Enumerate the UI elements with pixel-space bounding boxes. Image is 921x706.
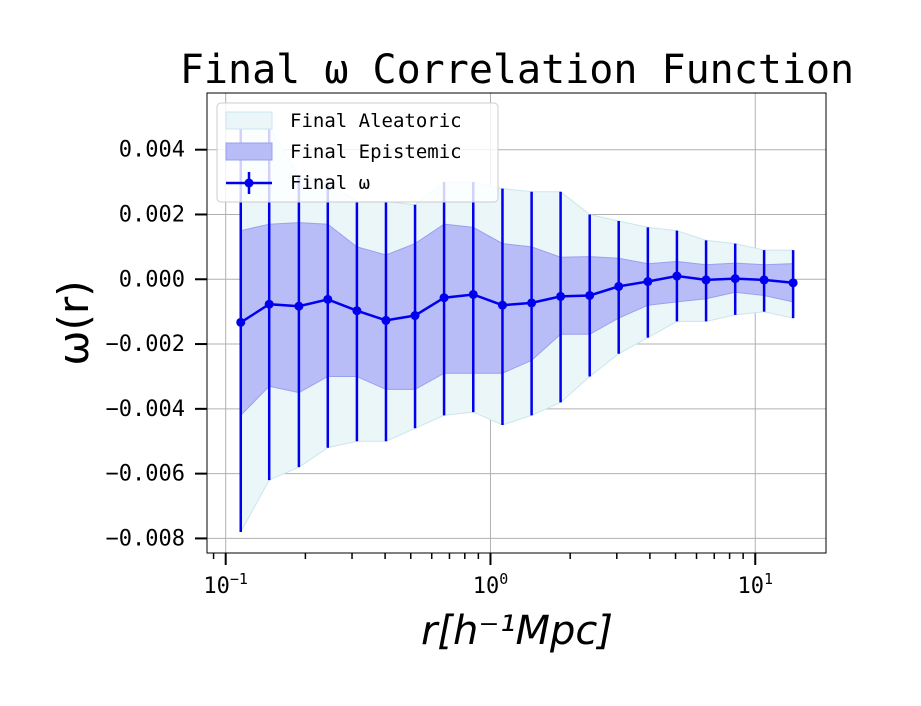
data-point: [730, 274, 740, 284]
data-point: [585, 290, 595, 300]
legend-box: [216, 102, 499, 203]
series-point-layer: [236, 271, 798, 327]
x-tick-label: 101: [737, 570, 773, 599]
data-point: [556, 291, 566, 301]
y-tick-label: −0.008: [106, 526, 185, 551]
x-tick-label: 10−1: [203, 570, 248, 599]
series-line-layer: [240, 274, 794, 324]
legend-label-aleatoric: Final Aleatoric: [290, 110, 462, 132]
data-point: [701, 275, 711, 285]
data-point: [410, 311, 420, 321]
legend-label-epistemic: Final Epistemic: [290, 141, 462, 163]
data-point: [264, 299, 274, 309]
y-tick-label: 0.004: [119, 138, 185, 163]
data-point: [527, 298, 537, 308]
y-tick-label: 0.000: [119, 267, 185, 292]
legend-swatch-epistemic: [225, 142, 273, 161]
data-point: [439, 293, 449, 303]
y-axis-ticks: 0.004 0.002 0.000 −0.002 −0.004 −0.006 −0.008: [106, 138, 207, 551]
y-tick-label: −0.002: [106, 332, 185, 357]
x-tick-label: 100: [473, 570, 509, 599]
x-axis-ticks: 10−1 100 101: [203, 553, 773, 599]
data-point: [759, 275, 769, 285]
legend-label-omega: Final ω: [290, 172, 370, 194]
y-axis-label: ω(r): [49, 280, 98, 365]
data-point: [614, 281, 624, 291]
data-point: [788, 278, 798, 288]
data-point: [381, 315, 391, 325]
chart-title: Final ω Correlation Function: [180, 47, 854, 93]
legend-swatch-marker: [244, 178, 254, 188]
data-point: [352, 306, 362, 316]
plot-frame: [206, 92, 827, 554]
data-point: [497, 300, 507, 310]
x-axis-label: r[h⁻¹Mpc]: [421, 608, 613, 654]
data-point: [294, 301, 304, 311]
data-point: [672, 271, 682, 281]
data-point: [643, 277, 653, 287]
data-point: [323, 294, 333, 304]
series-line-omega: [240, 274, 794, 324]
data-point: [236, 317, 246, 327]
y-tick-label: −0.006: [106, 462, 185, 487]
data-point: [468, 289, 478, 299]
y-tick-label: −0.004: [106, 397, 185, 422]
legend: Final Aleatoric Final Epistemic Final ω: [216, 102, 499, 203]
legend-swatch-aleatoric: [225, 111, 273, 130]
y-tick-label: 0.002: [119, 202, 185, 227]
